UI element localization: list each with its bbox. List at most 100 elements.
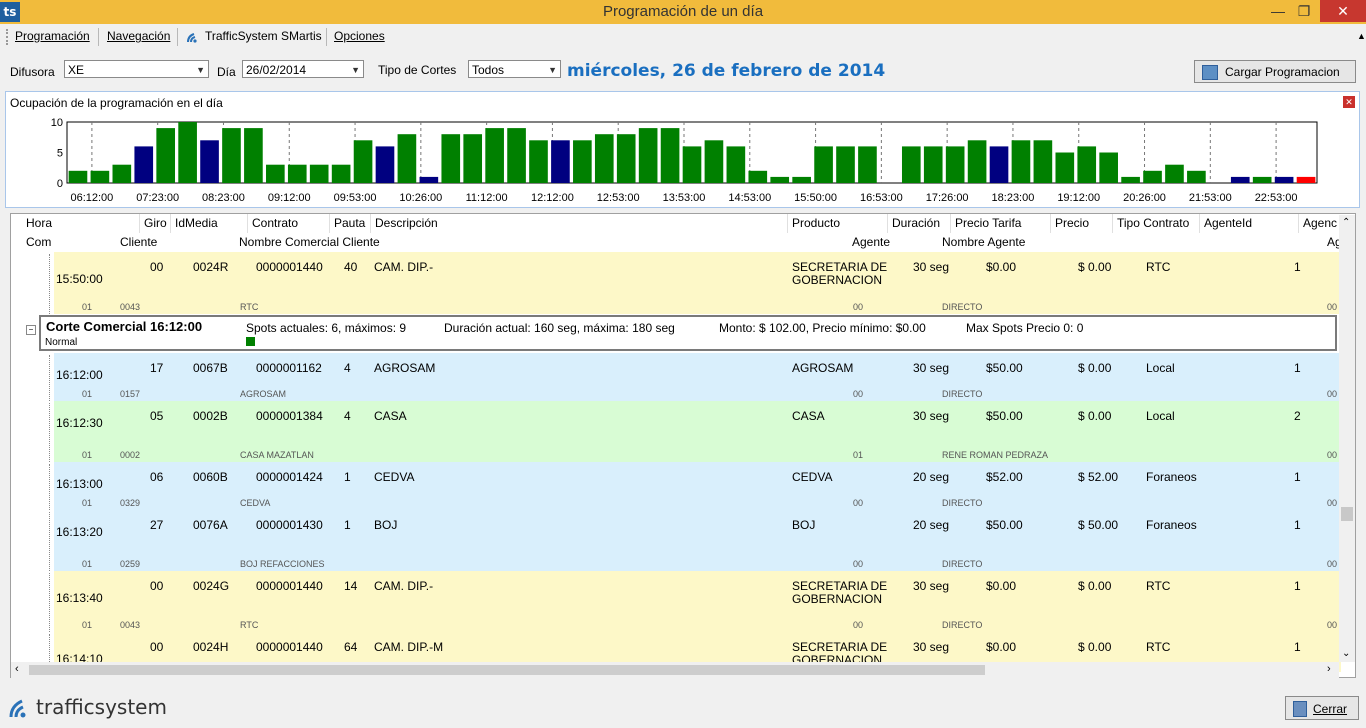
chart-bar	[770, 176, 790, 183]
chart-bar	[397, 134, 417, 183]
column-header[interactable]: AgenteId	[1204, 216, 1253, 230]
cell-agente-id: 1	[1294, 260, 1301, 274]
corte-comercial-group[interactable]: Corte Comercial 16:12:00 Spots actuales: …	[39, 315, 1337, 351]
column-header[interactable]: Nombre Agente	[942, 235, 1026, 249]
cell-tipo: Foraneos	[1146, 518, 1197, 532]
subcell-ag: 00	[1327, 302, 1338, 312]
column-divider[interactable]	[887, 214, 888, 233]
subcell-nombre: BOJ REFACCIONES	[240, 559, 325, 569]
cell-tarifa: $0.00	[986, 640, 1017, 654]
tipo-cortes-select[interactable]: Todos ▼	[468, 60, 561, 78]
chart-bar	[375, 146, 395, 183]
column-divider[interactable]	[1298, 214, 1299, 233]
column-header[interactable]: Agenc	[1303, 216, 1338, 230]
column-header[interactable]: Giro	[144, 216, 167, 230]
chart-bar	[485, 128, 504, 183]
column-header[interactable]: Tipo Contrato	[1117, 216, 1190, 230]
menu-programacion[interactable]: Programación	[15, 29, 90, 43]
chart-bar	[660, 128, 680, 183]
cell-idmedia: 0024R	[193, 260, 229, 274]
subcell-cliente: 0157	[120, 389, 141, 399]
dia-date-picker[interactable]: 26/02/2014 ▼	[242, 60, 364, 78]
chart-bar	[945, 146, 965, 183]
menu-trafficsystem-smartis[interactable]: TrafficSystem SMartis	[205, 29, 322, 43]
cell-producto: SECRETARIA DE	[792, 579, 888, 593]
column-divider[interactable]	[139, 214, 140, 233]
column-header[interactable]: Ag	[1327, 235, 1342, 249]
column-header[interactable]: Nombre Comercial Cliente	[239, 235, 380, 249]
subcell-agente: 00	[853, 620, 864, 630]
scroll-right-icon[interactable]: ›	[1327, 663, 1331, 675]
subcell-agente: 00	[853, 389, 864, 399]
chart-close-icon[interactable]: ✕	[1343, 96, 1355, 108]
column-header[interactable]: IdMedia	[175, 216, 218, 230]
cut-estado: Normal	[45, 337, 78, 348]
cell-hora: 16:12:00	[56, 368, 103, 382]
cargar-programacion-button[interactable]: Cargar Programacion	[1194, 60, 1356, 83]
scroll-thumb[interactable]	[1341, 507, 1353, 521]
column-header[interactable]: Agente	[852, 235, 891, 249]
column-divider[interactable]	[787, 214, 788, 233]
column-divider[interactable]	[170, 214, 171, 233]
window-close-icon[interactable]: ✕	[1320, 0, 1366, 22]
column-header[interactable]: Com	[26, 235, 52, 249]
table-row[interactable]: 15:50:00 00 0024R 0000001440 40 CAM. DIP.- SEC…	[54, 252, 1341, 314]
menu-separator	[98, 28, 99, 46]
column-header[interactable]: Producto	[792, 216, 841, 230]
column-header[interactable]: Duración	[892, 216, 941, 230]
collapse-icon[interactable]: −	[26, 325, 36, 335]
x-tick-label: 22:53:00	[1255, 192, 1298, 204]
cell-pauta: 64	[344, 640, 358, 654]
column-divider[interactable]	[1050, 214, 1051, 233]
cell-tipo: Local	[1146, 409, 1175, 423]
scroll-down-icon[interactable]: ⌄	[1342, 648, 1351, 659]
column-divider[interactable]	[1199, 214, 1200, 233]
column-header[interactable]: Precio Tarifa	[955, 216, 1022, 230]
cell-hora: 15:50:00	[56, 272, 103, 286]
cell-precio: $ 0.00	[1078, 361, 1112, 375]
column-divider[interactable]	[329, 214, 330, 233]
table-row[interactable]: 16:12:30 05 0002B 0000001384 4 CASA CASA 30 seg…	[54, 401, 1341, 462]
cell-giro: 06	[150, 470, 164, 484]
table-row[interactable]: 16:13:40 00 0024G 0000001440 14 CAM. DIP.- SEC…	[54, 571, 1341, 632]
cell-idmedia: 0002B	[193, 409, 228, 423]
cell-pauta: 14	[344, 579, 358, 593]
column-divider[interactable]	[1112, 214, 1113, 233]
cell-pauta: 1	[344, 470, 351, 484]
cell-duracion: 30 seg	[913, 409, 950, 423]
column-header[interactable]: Hora	[26, 216, 53, 230]
column-divider[interactable]	[247, 214, 248, 233]
table-row[interactable]: 16:13:20 27 0076A 0000001430 1 BOJ BOJ 20 seg $5…	[54, 510, 1341, 571]
column-divider[interactable]	[950, 214, 951, 233]
dia-value: 26/02/2014	[246, 63, 307, 77]
table-row[interactable]: 16:12:00 17 0067B 0000001162 4 AGROSAM AGROSAM…	[54, 353, 1341, 401]
menu-scroll-icon[interactable]: ▲	[1357, 31, 1366, 41]
maximize-icon[interactable]: ❐	[1297, 3, 1311, 19]
menu-opciones[interactable]: Opciones	[334, 29, 385, 43]
cerrar-button[interactable]: Cerrar	[1285, 696, 1359, 720]
cell-idmedia: 0067B	[193, 361, 228, 375]
vertical-scrollbar[interactable]: ⌃ ⌄	[1339, 215, 1355, 662]
column-header[interactable]: Contrato	[252, 216, 299, 230]
x-tick-label: 15:50:00	[794, 192, 837, 204]
column-header[interactable]: Precio	[1055, 216, 1090, 230]
chart-bar	[1099, 152, 1118, 183]
minimize-icon[interactable]: —	[1271, 3, 1285, 19]
column-header[interactable]: Descripción	[375, 216, 438, 230]
cell-tipo: RTC	[1146, 260, 1171, 274]
selected-date-long: miércoles, 26 de febrero de 2014	[567, 61, 886, 81]
hscroll-thumb[interactable]	[29, 665, 985, 675]
horizontal-scrollbar[interactable]: ‹ ›	[11, 662, 1339, 678]
column-header[interactable]: Cliente	[120, 235, 158, 249]
scroll-left-icon[interactable]: ‹	[15, 663, 19, 675]
cell-producto: SECRETARIA DE	[792, 260, 888, 274]
column-divider[interactable]	[370, 214, 371, 233]
subcell-com: 01	[82, 302, 93, 312]
chevron-down-icon: ▼	[351, 65, 360, 75]
menu-navegacion[interactable]: Navegación	[107, 29, 171, 43]
column-header[interactable]: Pauta	[334, 216, 366, 230]
difusora-select[interactable]: XE ▼	[64, 60, 209, 78]
chart-bar	[266, 164, 285, 183]
scroll-up-icon[interactable]: ⌃	[1342, 217, 1351, 228]
table-row[interactable]: 16:13:00 06 0060B 0000001424 1 CEDVA CEDVA 20 s…	[54, 462, 1341, 510]
